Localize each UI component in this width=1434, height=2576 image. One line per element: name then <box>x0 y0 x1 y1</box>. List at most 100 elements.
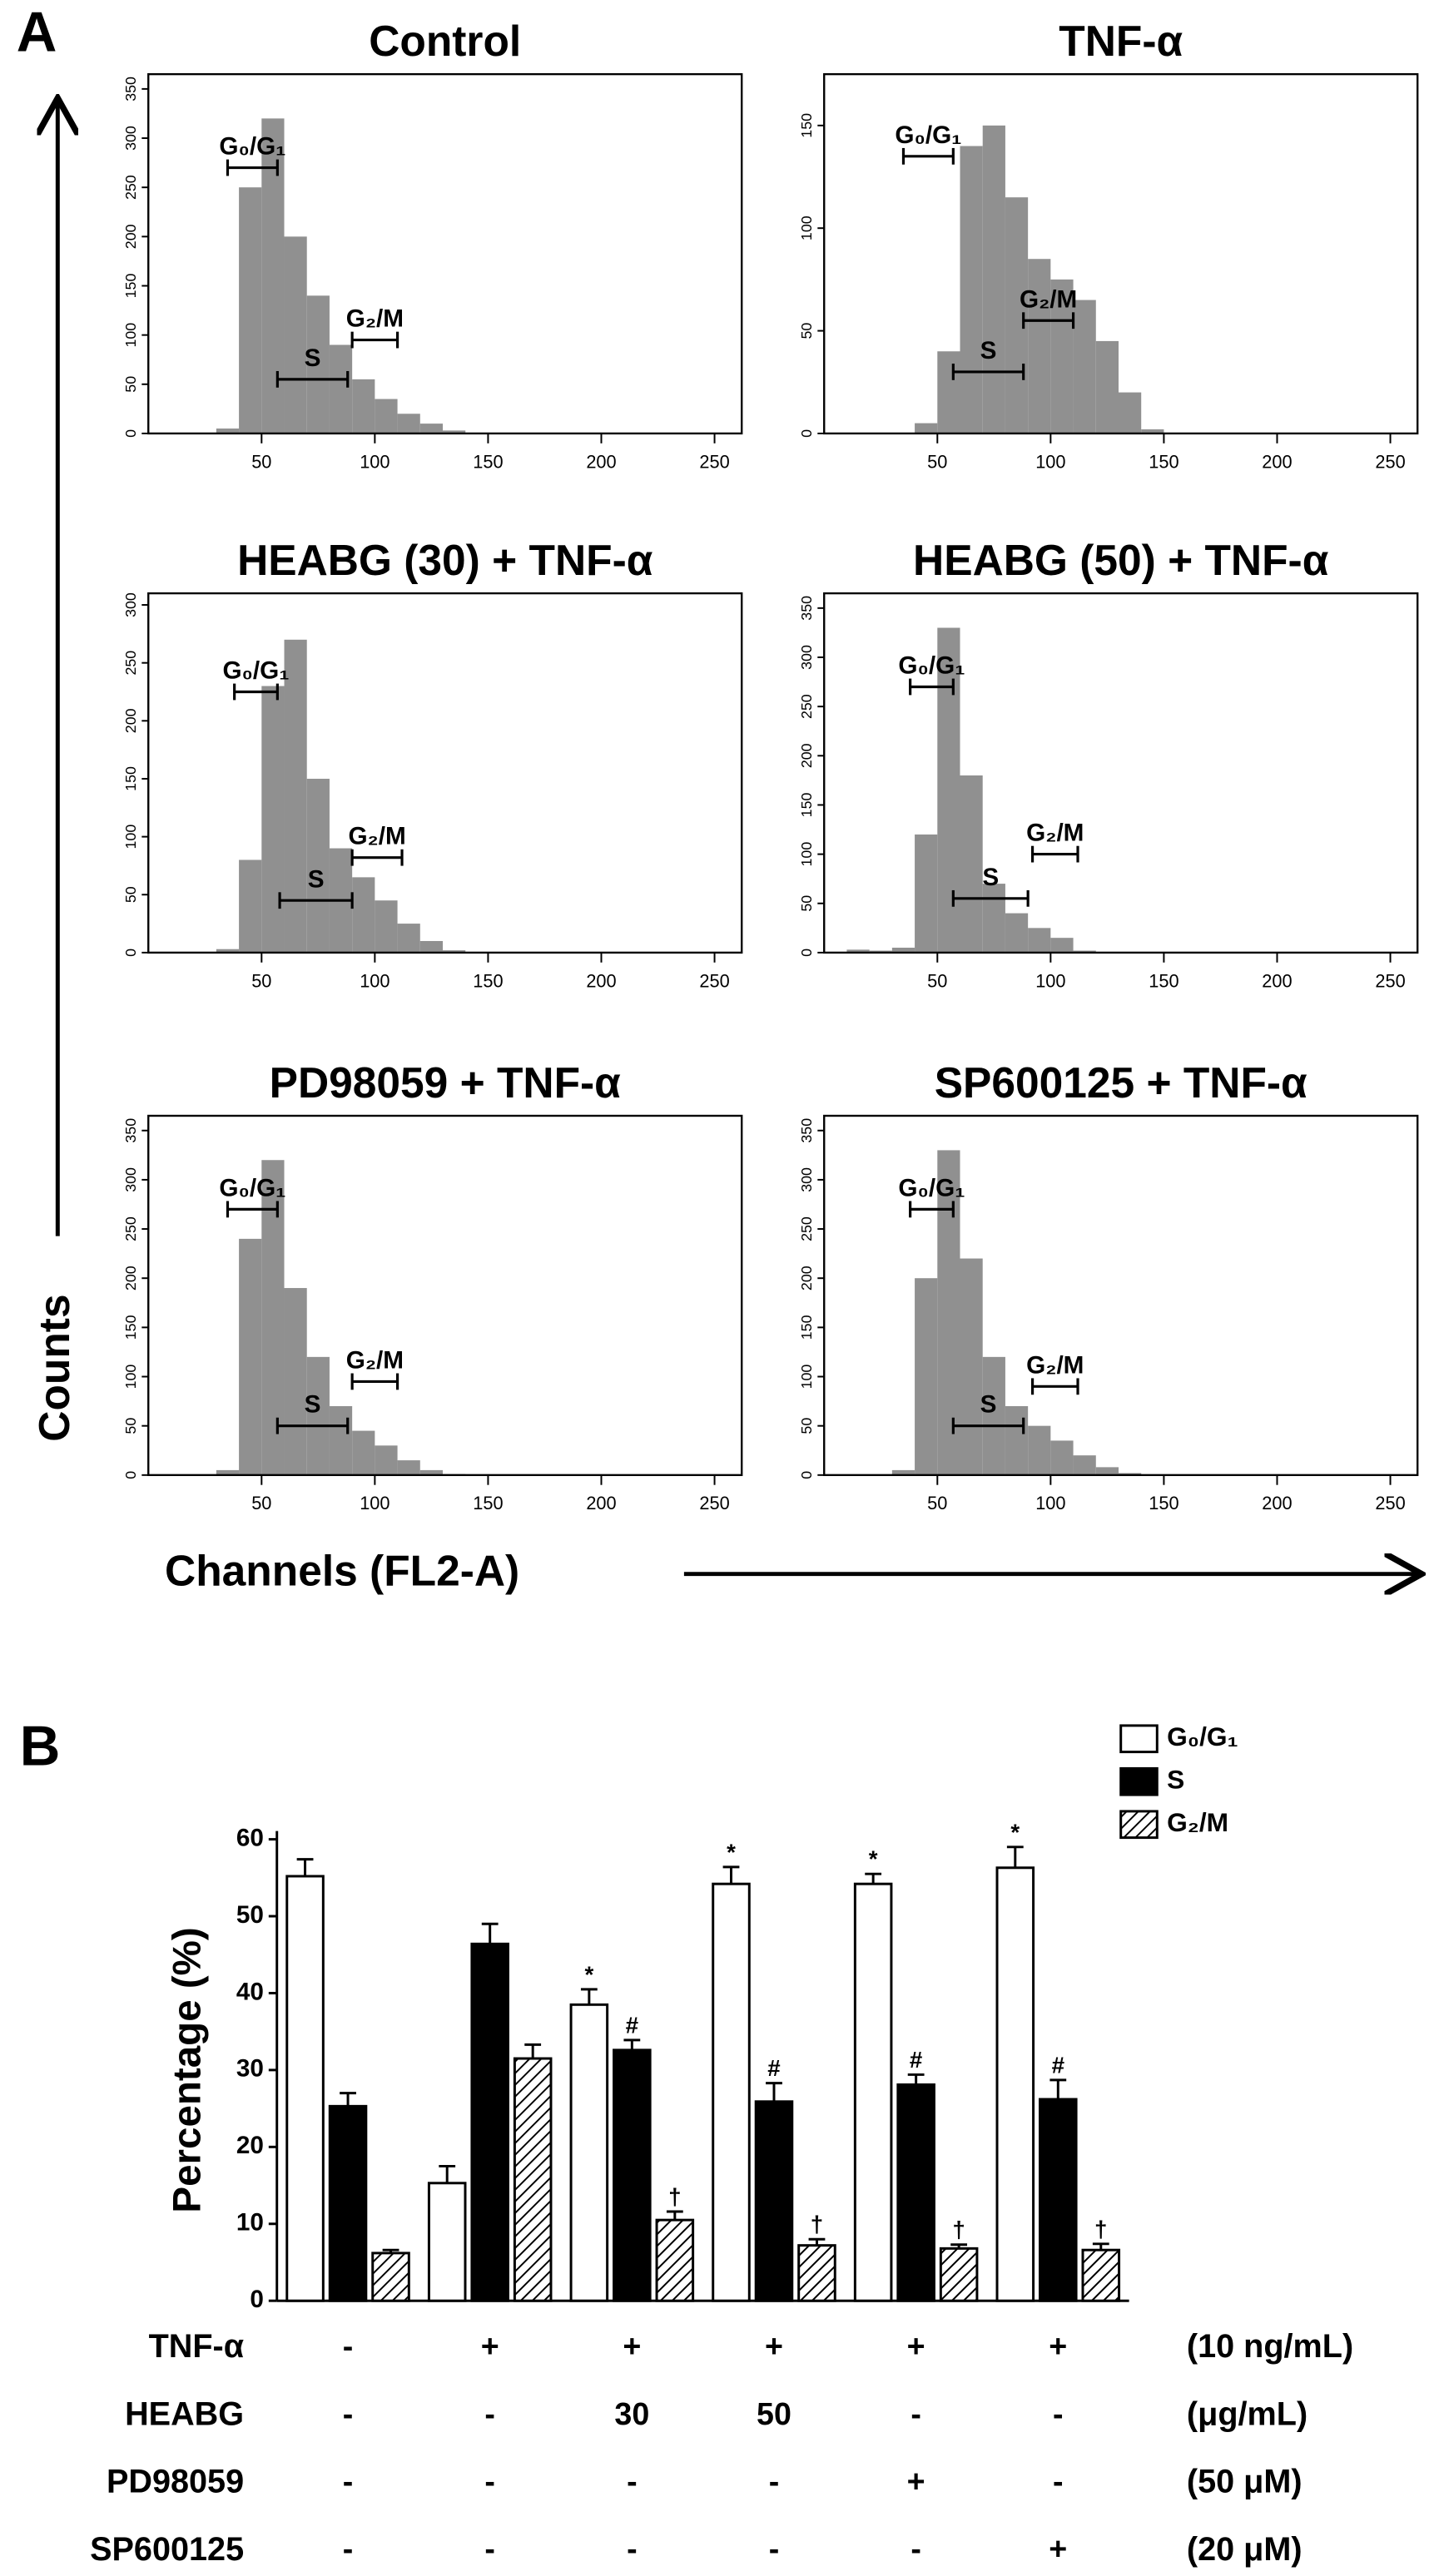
y-tick-label: 150 <box>798 1315 815 1340</box>
plot-frame <box>823 72 1419 435</box>
bar <box>712 1882 751 2302</box>
histogram-bar <box>306 778 330 953</box>
histogram-bar <box>1141 429 1164 433</box>
y-tick-label: 350 <box>122 1118 139 1143</box>
histogram-bar <box>375 900 398 953</box>
significance-mark: # <box>910 2047 922 2073</box>
histogram-bar <box>891 1469 915 1475</box>
significance-mark: * <box>584 1961 593 1987</box>
y-tick-label: 60 <box>236 1824 264 1851</box>
x-tick-label: 200 <box>586 451 616 472</box>
x-tick-label: 200 <box>1262 1493 1292 1513</box>
x-tick-label: 100 <box>360 451 390 472</box>
gate-label: G₂/M <box>1026 820 1084 847</box>
y-tick-label: 0 <box>798 429 815 438</box>
y-tick-label: 200 <box>798 743 815 768</box>
significance-mark: * <box>869 1846 878 1872</box>
histogram-bar <box>982 125 1005 433</box>
treatment-level: - <box>484 2396 495 2431</box>
y-tick-label: 100 <box>798 1365 815 1390</box>
histogram-bar <box>1005 913 1029 953</box>
x-tick-label: 50 <box>251 1493 271 1513</box>
significance-mark: † <box>1094 2216 1107 2242</box>
histogram-bar <box>239 1238 262 1475</box>
y-tick-label: 300 <box>122 126 139 151</box>
y-tick-label: 0 <box>122 429 139 438</box>
x-tick-label: 150 <box>473 970 503 991</box>
treatment-level: - <box>627 2464 638 2499</box>
y-axis-label: Percentage (%) <box>165 1927 209 2212</box>
gate-label: S <box>980 1391 997 1419</box>
bar <box>896 2083 935 2302</box>
histogram-bar <box>982 884 1005 953</box>
gate-label: S <box>980 337 997 364</box>
histogram-bar <box>1005 1406 1029 1475</box>
y-tick-label: 350 <box>798 1118 815 1143</box>
legend-label: G₀/G₁ <box>1167 1721 1238 1751</box>
significance-mark: # <box>767 2055 780 2081</box>
bar <box>939 2247 979 2302</box>
histogram-bar <box>261 1160 285 1475</box>
bar <box>470 1942 509 2302</box>
chart-title: Control <box>369 17 521 65</box>
legend-label: G₂/M <box>1167 1807 1228 1837</box>
treatment-name: HEABG <box>125 2395 244 2432</box>
histogram-bar <box>261 686 285 953</box>
treatment-level: - <box>484 2464 495 2499</box>
chart-title: HEABG (50) + TNF-α <box>913 536 1329 584</box>
x-tick-label: 50 <box>927 1493 947 1513</box>
gate-label: G₀/G₁ <box>898 652 965 680</box>
x-tick-label: 150 <box>473 1493 503 1513</box>
chart-title: PD98059 + TNF-α <box>270 1058 622 1107</box>
gate-label: G₂/M <box>346 1347 404 1375</box>
histogram-bar <box>375 1445 398 1475</box>
chart-title: SP600125 + TNF-α <box>935 1058 1307 1107</box>
bar <box>427 2182 467 2302</box>
bar <box>797 2244 836 2302</box>
treatment-level: - <box>1053 2396 1064 2431</box>
histogram-bar <box>1028 928 1051 953</box>
treatment-name: SP600125 <box>90 2531 244 2568</box>
significance-mark: † <box>668 2183 681 2209</box>
significance-mark: † <box>811 2212 823 2237</box>
treatment-level: - <box>911 2396 921 2431</box>
histogram-bar <box>329 1406 353 1475</box>
treatment-level: - <box>484 2531 495 2566</box>
y-tick-label: 100 <box>798 215 815 240</box>
histogram-bar <box>375 399 398 433</box>
histogram-bar <box>1050 1440 1074 1475</box>
x-tick-label: 250 <box>699 970 729 991</box>
y-tick-label: 300 <box>122 592 139 617</box>
y-tick-label: 150 <box>122 274 139 299</box>
treatment-level: - <box>343 2464 354 2499</box>
bar <box>655 2218 695 2302</box>
y-axis-label: Counts <box>30 1294 78 1441</box>
treatment-level: - <box>627 2531 638 2566</box>
gate-label: S <box>305 1391 321 1419</box>
bar <box>1039 2098 1078 2302</box>
y-tick-label: 300 <box>798 645 815 670</box>
gate-label: S <box>308 865 325 893</box>
x-tick-label: 200 <box>1262 451 1292 472</box>
histogram-bar <box>915 834 938 953</box>
histogram-bar <box>239 859 262 953</box>
histogram-bar <box>329 344 353 433</box>
y-tick-label: 50 <box>236 1901 264 1929</box>
y-tick-label: 150 <box>122 1315 139 1340</box>
y-tick-label: 20 <box>236 2132 264 2159</box>
x-tick-label: 200 <box>1262 970 1292 991</box>
y-tick-label: 350 <box>798 596 815 621</box>
x-tick-label: 250 <box>1375 970 1405 991</box>
gate-label: G₂/M <box>1026 1351 1084 1379</box>
y-tick-label: 100 <box>122 825 139 850</box>
x-tick-label: 150 <box>1149 1493 1178 1513</box>
y-tick-label: 0 <box>798 949 815 957</box>
x-tick-label: 250 <box>699 1493 729 1513</box>
gate-label: G₀/G₁ <box>219 1174 285 1201</box>
treatment-unit: (μg/mL) <box>1187 2395 1307 2432</box>
y-tick-label: 150 <box>122 766 139 791</box>
y-tick-label: 300 <box>798 1167 815 1192</box>
x-tick-label: 50 <box>251 970 271 991</box>
